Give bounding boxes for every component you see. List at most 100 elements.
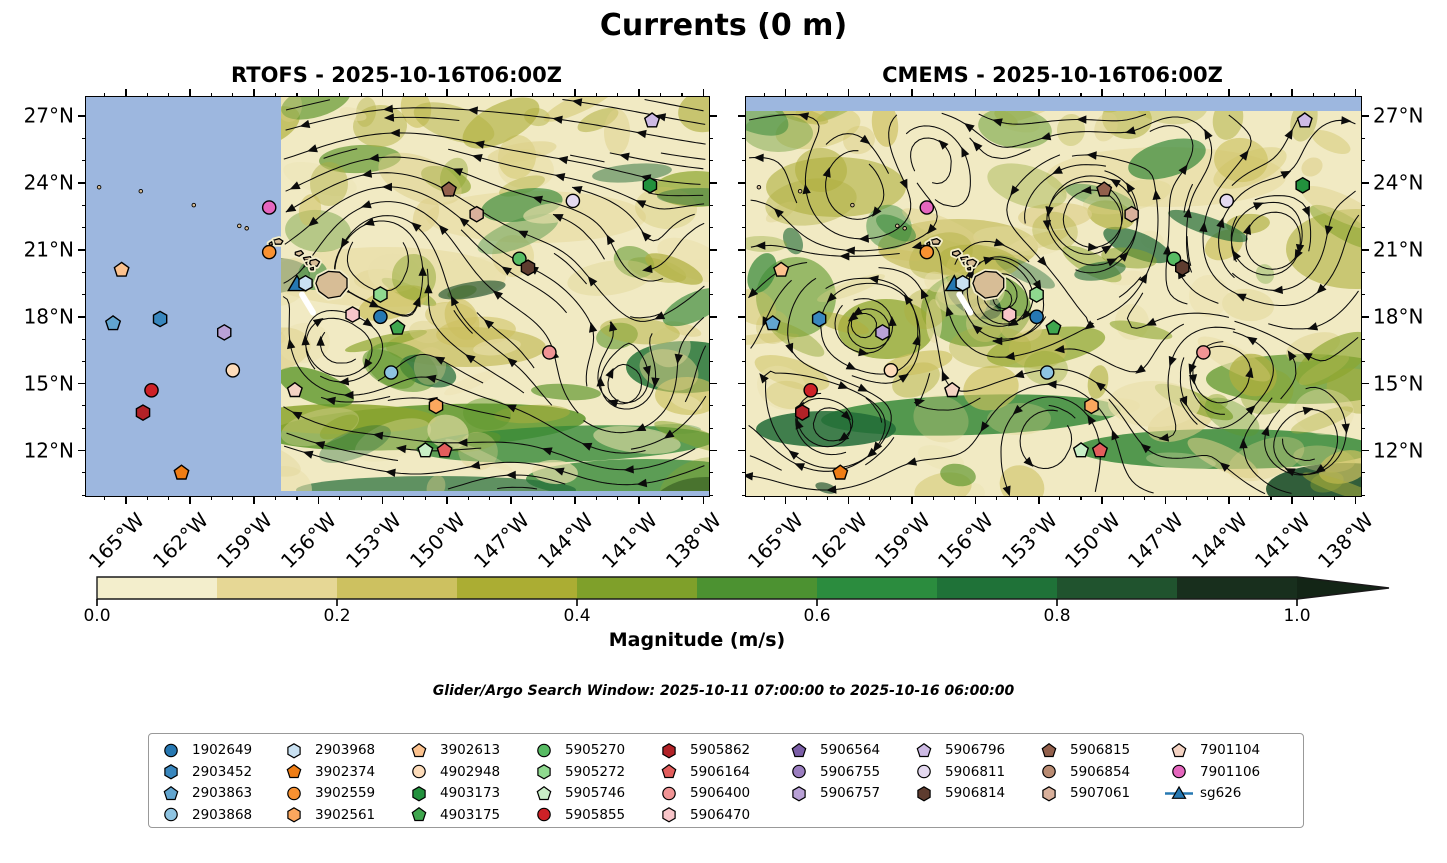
legend-entry-5906815: 5906815 <box>1034 740 1130 760</box>
tick-mark <box>709 494 713 496</box>
colorbar-segment <box>817 577 937 599</box>
tick-mark <box>1333 496 1335 500</box>
legend-label: 5906164 <box>690 763 751 780</box>
tick-mark <box>82 271 86 273</box>
tick-mark <box>1037 89 1040 97</box>
legend-label: 2903868 <box>192 806 253 823</box>
float-marker-7901106 <box>919 200 935 215</box>
tick-mark <box>1143 496 1145 500</box>
tick-mark <box>709 204 713 206</box>
tick-mark <box>709 182 717 184</box>
float-marker-5906814 <box>520 259 536 277</box>
tick-mark <box>317 496 320 504</box>
lon-tick-label: 150°W <box>404 508 470 574</box>
tick-mark <box>1059 496 1061 500</box>
tick-mark <box>1361 249 1369 251</box>
cmems-map-graphic <box>746 97 1361 496</box>
figure-title: Currents (0 m) <box>599 8 848 43</box>
float-marker-2903968 <box>298 274 313 292</box>
tick-mark <box>1361 115 1369 117</box>
tick-mark <box>1164 89 1167 97</box>
tick-mark <box>1361 293 1365 296</box>
tick-mark <box>82 472 86 474</box>
tick-mark <box>82 137 86 139</box>
tick-mark <box>82 160 86 162</box>
tick-mark <box>709 137 713 139</box>
legend-entry-5905270: 5905270 <box>529 740 625 760</box>
rtofs-map-graphic <box>86 97 709 496</box>
tick-mark <box>1361 182 1369 184</box>
cmems-map-panel: 27°N 24°N 21°N 18°N 15°N 12°N 165°W 162°W 159°W 1… <box>738 89 1423 573</box>
lon-tick-label: 147°W <box>468 508 534 574</box>
legend-label: 5905855 <box>565 806 626 823</box>
float-marker-2903868 <box>383 365 399 380</box>
legend-label: sg626 <box>1200 785 1242 801</box>
tick-mark <box>890 93 892 97</box>
tick-mark <box>1080 496 1082 500</box>
tick-mark <box>595 93 597 97</box>
tick-mark <box>595 496 597 500</box>
legend-entry-2903868: 2903868 <box>156 805 252 825</box>
legend-entry-3902374: 3902374 <box>279 762 375 782</box>
tick-mark <box>709 293 713 296</box>
tick-mark <box>702 89 705 97</box>
tick-mark <box>510 496 512 504</box>
tick-mark <box>78 315 86 318</box>
float-marker-2903868 <box>1039 365 1055 380</box>
tick-mark <box>1291 496 1293 504</box>
legend-entry-5906755: 5906755 <box>784 762 880 782</box>
tick-mark <box>805 496 808 500</box>
current-magnitude-field <box>746 111 1361 496</box>
tick-mark <box>1312 496 1314 500</box>
legend-entry-1902649: 1902649 <box>156 740 252 760</box>
tick-mark <box>709 472 713 474</box>
float-marker-5905272 <box>1029 286 1044 303</box>
tick-mark <box>82 360 86 362</box>
tick-mark <box>1185 496 1188 500</box>
hawaiian-islands <box>96 184 350 301</box>
legend-marker-icon-hexagon <box>662 807 676 823</box>
tick-mark <box>742 338 746 340</box>
tick-mark <box>1143 93 1145 97</box>
legend-marker-icon-circle <box>1172 764 1186 779</box>
tick-mark <box>709 160 713 162</box>
lon-tick-label: 162°W <box>147 508 214 574</box>
legend-label: 1902649 <box>192 742 253 758</box>
tick-mark <box>146 496 148 500</box>
colorbar-segment <box>337 577 457 599</box>
tick-mark <box>82 227 86 229</box>
tick-mark <box>1270 496 1272 500</box>
tick-mark <box>531 496 533 500</box>
legend-marker-icon-circle <box>287 786 301 800</box>
tick-mark <box>339 93 341 97</box>
legend-marker-icon-pentagon <box>411 742 427 757</box>
tick-mark <box>784 89 787 97</box>
float-marker-4902948 <box>883 362 899 378</box>
float-marker-5906811 <box>1219 193 1235 209</box>
tick-mark <box>103 93 106 97</box>
float-marker-3902374 <box>832 464 849 480</box>
tick-mark <box>424 496 426 500</box>
tick-mark <box>890 496 892 500</box>
tick-mark <box>681 496 683 500</box>
legend-marker-icon-circle <box>917 764 931 779</box>
tick-mark <box>709 382 717 385</box>
legend-label: 5906400 <box>690 785 751 801</box>
tick-mark <box>709 227 713 229</box>
legend-label: 5905270 <box>565 742 626 758</box>
tick-mark <box>1017 496 1019 500</box>
float-marker-5906796 <box>643 112 661 128</box>
lat-tick-label: 12°N <box>23 438 74 463</box>
tick-mark <box>82 427 86 429</box>
legend-marker-icon-circle <box>412 764 426 779</box>
tick-mark <box>82 338 86 340</box>
float-marker-4903175 <box>1045 319 1062 335</box>
legend-label: 4903173 <box>440 785 501 801</box>
tick-mark <box>82 204 86 206</box>
lat-tick-label: 27°N <box>23 103 74 128</box>
legend-entry-2903863: 2903863 <box>156 783 252 803</box>
rtofs-map-panel: 27°N 24°N 21°N 18°N 15°N 12°N 165°W 162°W 159°W 1… <box>24 89 726 573</box>
tick-mark <box>1361 360 1365 362</box>
legend-entry-5906164: 5906164 <box>654 762 750 782</box>
legend-label: 5906811 <box>945 763 1006 780</box>
